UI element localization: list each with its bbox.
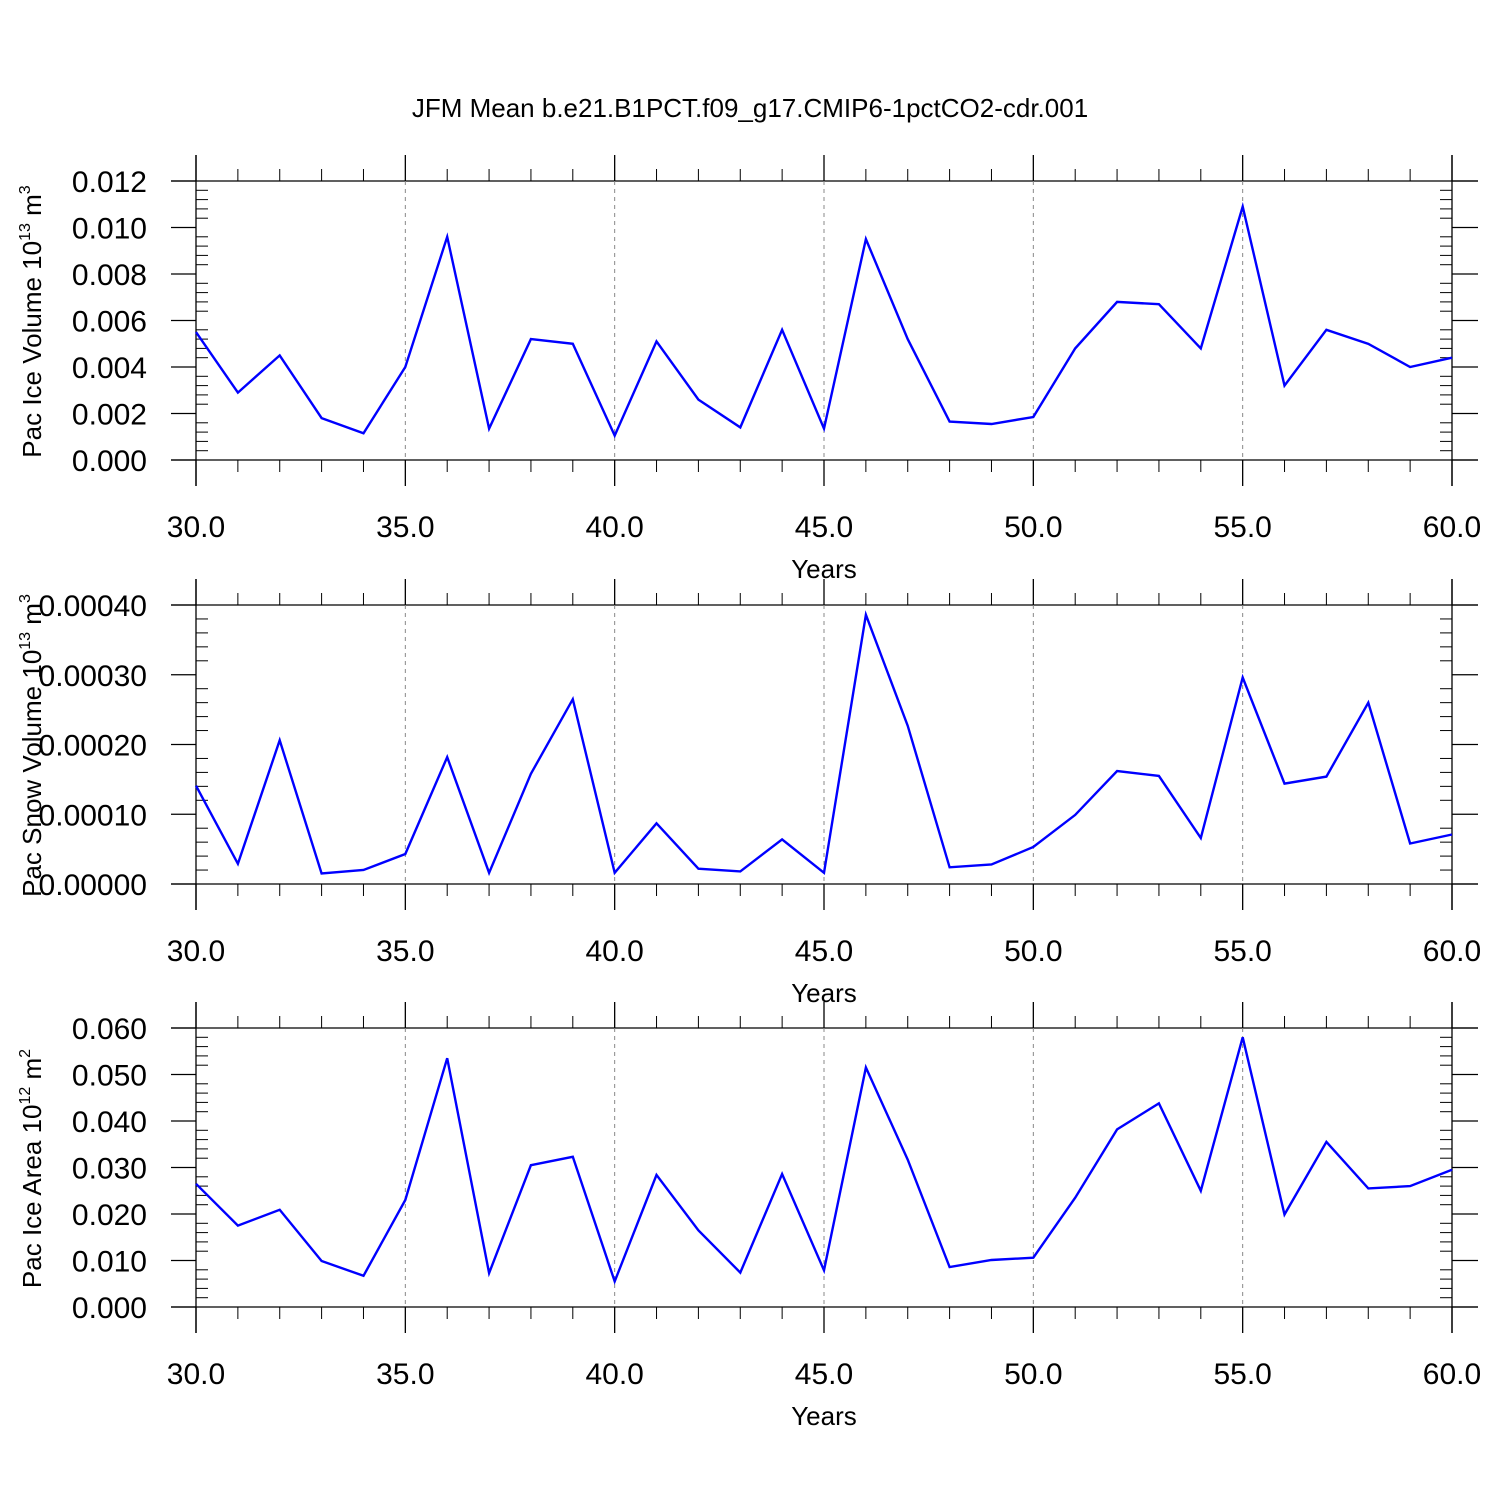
y-tick-label: 0.012 <box>72 166 147 199</box>
y-tick-label: 0.000 <box>72 1292 147 1325</box>
y-tick-label: 0.040 <box>72 1106 147 1139</box>
y-axis-title: Pac Ice Volume 1013 m3 <box>17 185 47 458</box>
x-tick-label: 40.0 <box>585 1358 643 1391</box>
chart-panel-3: 30.0 35.0 40.0 45.0 50.0 55.0 60.0 0.000 0.010 0.… <box>17 1002 1481 1431</box>
y-tick-label: 0.030 <box>72 1153 147 1186</box>
x-tick-label: 60.0 <box>1423 511 1481 544</box>
x-tick-label: 50.0 <box>1004 935 1062 968</box>
y-axis-title-text: Pac Snow Volume 10 <box>17 650 47 897</box>
y-tick-label: 0.00020 <box>39 730 147 763</box>
y-tick-label: 0.00000 <box>39 869 147 902</box>
x-tick-label: 35.0 <box>376 1358 434 1391</box>
y-tick-label: 0.020 <box>72 1199 147 1232</box>
y-tick-label: 0.050 <box>72 1060 147 1093</box>
x-tick-label: 50.0 <box>1004 511 1062 544</box>
y-tick-label: 0.008 <box>72 259 147 292</box>
y-axis-title-unit-exponent: 3 <box>17 185 34 194</box>
x-tick-label: 40.0 <box>585 935 643 968</box>
y-axis-title-exponent: 13 <box>17 223 34 241</box>
x-tick-label: 40.0 <box>585 511 643 544</box>
x-tick-label: 45.0 <box>795 1358 853 1391</box>
x-tick-label: 55.0 <box>1213 511 1271 544</box>
y-tick-label: 0.00010 <box>39 799 147 832</box>
x-tick-label: 55.0 <box>1213 1358 1271 1391</box>
x-tick-label: 55.0 <box>1213 935 1271 968</box>
x-tick-label: 45.0 <box>795 511 853 544</box>
chart-panel-1: 30.0 35.0 40.0 45.0 50.0 55.0 60.0 0.000 0.002 0.… <box>17 155 1481 584</box>
x-tick-label: 45.0 <box>795 935 853 968</box>
y-axis-title-unit: m <box>17 1058 47 1087</box>
y-axis-title-unit-exponent: 2 <box>17 1049 34 1058</box>
y-axis-title-exponent: 12 <box>17 1087 34 1105</box>
x-tick-label: 60.0 <box>1423 1358 1481 1391</box>
x-axis-title: Years <box>791 1401 857 1431</box>
x-tick-label: 35.0 <box>376 511 434 544</box>
y-tick-label: 0.006 <box>72 306 147 339</box>
chart-title: JFM Mean b.e21.B1PCT.f09_g17.CMIP6-1pctC… <box>412 93 1088 123</box>
y-tick-label: 0.002 <box>72 399 147 432</box>
y-axis-title-text: Pac Ice Volume 10 <box>17 241 47 458</box>
y-tick-label: 0.00030 <box>39 660 147 693</box>
y-axis-title-unit-exponent: 3 <box>17 594 34 603</box>
x-tick-label: 50.0 <box>1004 1358 1062 1391</box>
y-tick-label: 0.004 <box>72 352 147 385</box>
y-axis-title-exponent: 13 <box>17 632 34 650</box>
y-tick-label: 0.060 <box>72 1013 147 1046</box>
y-tick-label: 0.010 <box>72 213 147 246</box>
y-axis-title-text: Pac Ice Area 10 <box>17 1105 47 1289</box>
x-tick-label: 35.0 <box>376 935 434 968</box>
y-axis-title-unit: m <box>17 603 47 632</box>
y-tick-label: 0.000 <box>72 445 147 478</box>
y-tick-label: 0.010 <box>72 1246 147 1279</box>
x-tick-label: 30.0 <box>167 1358 225 1391</box>
chart-panel-2: 30.0 35.0 40.0 45.0 50.0 55.0 60.0 0.00000 0.000… <box>17 579 1481 1008</box>
x-tick-label: 60.0 <box>1423 935 1481 968</box>
y-axis-title-unit: m <box>17 194 47 223</box>
y-axis-title: Pac Snow Volume 1013 m3 <box>17 594 47 897</box>
y-axis-title: Pac Ice Area 1012 m2 <box>17 1049 47 1288</box>
x-tick-label: 30.0 <box>167 511 225 544</box>
y-tick-label: 0.00040 <box>39 590 147 623</box>
x-tick-label: 30.0 <box>167 935 225 968</box>
